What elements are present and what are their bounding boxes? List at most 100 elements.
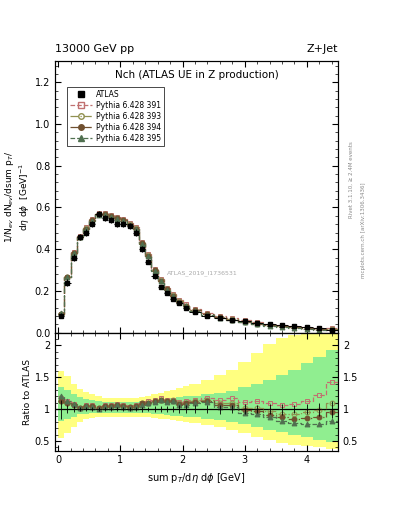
Pythia 6.428 393 <box>90 217 95 223</box>
Pythia 6.428 394 <box>217 314 222 321</box>
Pythia 6.428 394 <box>84 226 88 232</box>
Pythia 6.428 395 <box>205 312 210 318</box>
Pythia 6.428 395 <box>115 216 119 222</box>
Text: mcplots.cern.ch [arXiv:1306.3436]: mcplots.cern.ch [arXiv:1306.3436] <box>361 183 366 278</box>
X-axis label: sum p$_T$/d$\eta$ d$\phi$ [GeV]: sum p$_T$/d$\eta$ d$\phi$ [GeV] <box>147 471 246 485</box>
Pythia 6.428 393 <box>65 274 70 281</box>
Pythia 6.428 391 <box>317 325 322 331</box>
Y-axis label: Ratio to ATLAS: Ratio to ATLAS <box>23 358 32 424</box>
Pythia 6.428 393 <box>305 325 309 331</box>
Pythia 6.428 391 <box>59 311 64 317</box>
Pythia 6.428 395 <box>146 253 151 260</box>
Pythia 6.428 391 <box>305 324 309 330</box>
Text: ATLAS_2019_I1736531: ATLAS_2019_I1736531 <box>167 270 237 276</box>
Pythia 6.428 393 <box>96 210 101 217</box>
Pythia 6.428 395 <box>193 308 197 314</box>
Pythia 6.428 393 <box>127 221 132 227</box>
Pythia 6.428 391 <box>158 276 163 283</box>
Pythia 6.428 394 <box>121 217 126 223</box>
Pythia 6.428 391 <box>146 251 151 258</box>
Pythia 6.428 394 <box>177 298 182 305</box>
Pythia 6.428 394 <box>90 217 95 223</box>
Pythia 6.428 395 <box>280 324 285 330</box>
Pythia 6.428 393 <box>317 326 322 332</box>
Pythia 6.428 391 <box>134 224 138 230</box>
Pythia 6.428 393 <box>165 286 169 292</box>
Pythia 6.428 391 <box>183 302 188 308</box>
Pythia 6.428 395 <box>317 327 322 333</box>
Pythia 6.428 393 <box>146 252 151 259</box>
Pythia 6.428 393 <box>140 240 145 246</box>
Line: Pythia 6.428 395: Pythia 6.428 395 <box>59 212 334 333</box>
Pythia 6.428 393 <box>183 303 188 309</box>
Pythia 6.428 391 <box>205 310 210 316</box>
Pythia 6.428 395 <box>183 303 188 309</box>
Text: 13000 GeV pp: 13000 GeV pp <box>55 44 134 54</box>
Pythia 6.428 391 <box>103 209 107 216</box>
Pythia 6.428 393 <box>115 215 119 221</box>
Pythia 6.428 393 <box>59 311 64 317</box>
Pythia 6.428 393 <box>280 323 285 329</box>
Pythia 6.428 395 <box>134 226 138 232</box>
Pythia 6.428 395 <box>171 293 176 299</box>
Pythia 6.428 393 <box>205 311 210 317</box>
Pythia 6.428 393 <box>267 322 272 328</box>
Pythia 6.428 391 <box>71 249 76 255</box>
Pythia 6.428 391 <box>121 216 126 222</box>
Pythia 6.428 391 <box>280 322 285 328</box>
Legend: ATLAS, Pythia 6.428 391, Pythia 6.428 393, Pythia 6.428 394, Pythia 6.428 395: ATLAS, Pythia 6.428 391, Pythia 6.428 39… <box>67 87 164 146</box>
Pythia 6.428 391 <box>329 325 334 331</box>
Pythia 6.428 393 <box>292 324 297 330</box>
Pythia 6.428 393 <box>77 233 82 240</box>
Pythia 6.428 394 <box>134 226 138 232</box>
Pythia 6.428 393 <box>103 210 107 217</box>
Pythia 6.428 394 <box>71 250 76 256</box>
Pythia 6.428 394 <box>242 318 247 325</box>
Pythia 6.428 391 <box>165 285 169 291</box>
Line: Pythia 6.428 394: Pythia 6.428 394 <box>59 212 334 332</box>
Pythia 6.428 395 <box>255 321 259 327</box>
Pythia 6.428 391 <box>242 317 247 323</box>
Pythia 6.428 393 <box>108 213 113 219</box>
Pythia 6.428 395 <box>140 241 145 247</box>
Pythia 6.428 393 <box>134 225 138 231</box>
Text: Rivet 3.1.10, ≥ 2.4M events: Rivet 3.1.10, ≥ 2.4M events <box>349 141 354 218</box>
Pythia 6.428 391 <box>177 297 182 304</box>
Line: Pythia 6.428 391: Pythia 6.428 391 <box>59 210 334 331</box>
Pythia 6.428 395 <box>165 287 169 293</box>
Pythia 6.428 395 <box>127 222 132 228</box>
Pythia 6.428 395 <box>267 323 272 329</box>
Pythia 6.428 394 <box>158 278 163 284</box>
Pythia 6.428 394 <box>317 326 322 332</box>
Pythia 6.428 394 <box>183 303 188 309</box>
Pythia 6.428 394 <box>96 211 101 217</box>
Pythia 6.428 391 <box>127 220 132 226</box>
Pythia 6.428 393 <box>217 314 222 320</box>
Pythia 6.428 393 <box>121 217 126 223</box>
Pythia 6.428 395 <box>329 327 334 333</box>
Pythia 6.428 394 <box>230 316 235 323</box>
Pythia 6.428 394 <box>65 274 70 281</box>
Pythia 6.428 391 <box>255 319 259 325</box>
Pythia 6.428 394 <box>305 325 309 331</box>
Pythia 6.428 393 <box>255 320 259 326</box>
Pythia 6.428 393 <box>84 225 88 231</box>
Pythia 6.428 391 <box>84 224 88 230</box>
Pythia 6.428 394 <box>140 240 145 246</box>
Pythia 6.428 391 <box>171 291 176 297</box>
Pythia 6.428 394 <box>193 307 197 313</box>
Pythia 6.428 395 <box>59 310 64 316</box>
Pythia 6.428 393 <box>193 307 197 313</box>
Pythia 6.428 391 <box>96 209 101 216</box>
Pythia 6.428 391 <box>152 266 157 272</box>
Pythia 6.428 393 <box>158 278 163 284</box>
Pythia 6.428 394 <box>108 213 113 219</box>
Pythia 6.428 395 <box>242 319 247 325</box>
Pythia 6.428 394 <box>171 292 176 298</box>
Pythia 6.428 391 <box>267 321 272 327</box>
Pythia 6.428 395 <box>217 315 222 321</box>
Text: Z+Jet: Z+Jet <box>307 44 338 54</box>
Pythia 6.428 395 <box>152 268 157 274</box>
Pythia 6.428 394 <box>115 215 119 221</box>
Pythia 6.428 395 <box>230 317 235 323</box>
